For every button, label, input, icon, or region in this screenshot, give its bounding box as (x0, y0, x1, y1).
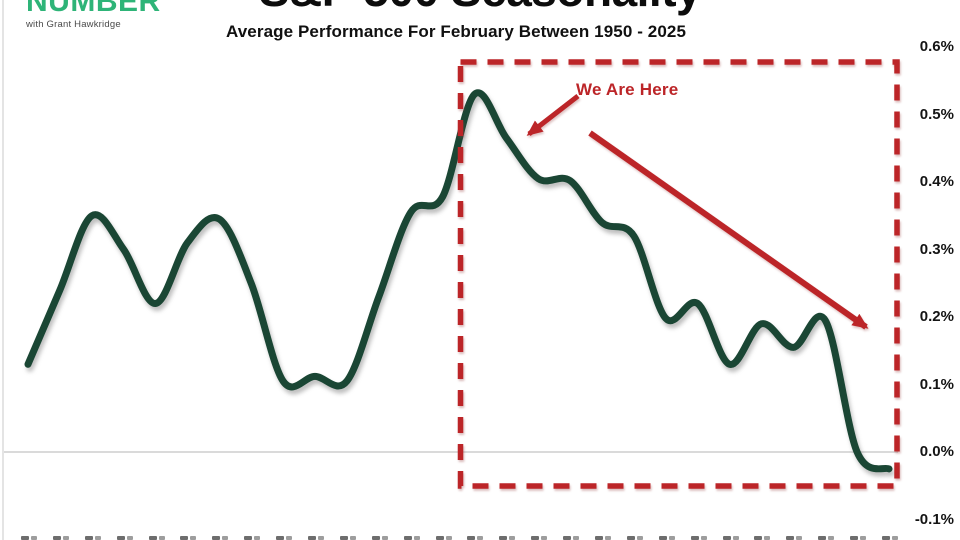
x-axis-cutoff-mark (499, 536, 508, 540)
x-axis-cutoff-mark (403, 536, 412, 540)
x-axis-cutoff-mark (690, 536, 699, 540)
x-axis-cutoff-mark (413, 536, 420, 540)
x-axis-cutoff-mark (882, 536, 891, 540)
we-are-here-label: We Are Here (576, 80, 679, 99)
brand-name: NUMBER (26, 0, 161, 18)
y-axis-tick-label: 0.4% (919, 173, 954, 190)
chart-subtitle: Average Performance For February Between… (226, 22, 686, 41)
x-axis-cutoff-mark (190, 536, 197, 540)
brand-tagline: with Grant Hawkridge (26, 19, 121, 30)
y-axis-tick-label: 0.5% (919, 105, 954, 123)
x-axis-cutoff-mark (860, 536, 867, 540)
x-axis-cutoff-mark (573, 536, 580, 540)
x-axis-cutoff-mark (563, 536, 572, 540)
x-axis-cutoff-mark (732, 536, 739, 540)
x-axis-cutoff-mark (605, 536, 612, 540)
x-axis-cutoff-mark (84, 536, 93, 540)
x-axis-cutoff-mark (308, 536, 316, 540)
x-axis-cutoff-mark (541, 536, 548, 540)
x-axis-cutoff-mark (339, 536, 348, 540)
brand-logo: NUMBER with Grant Hawkridge (26, 0, 246, 30)
x-axis-cutoff-mark (126, 536, 133, 540)
x-axis-cutoff-mark (828, 536, 835, 540)
x-axis-cutoff-mark (700, 536, 707, 540)
x-axis-cutoff-mark (477, 536, 484, 540)
x-axis-cutoff-mark (818, 536, 827, 540)
x-axis-cutoff-mark (148, 536, 157, 540)
x-axis-cutoff-mark (658, 536, 667, 540)
x-axis-cutoff-mark (21, 536, 29, 540)
x-axis-cutoff-mark (796, 536, 803, 540)
x-axis-cutoff-mark (467, 536, 476, 540)
y-axis-tick-label: 0.2% (919, 308, 954, 325)
x-axis-cutoff-mark (626, 536, 635, 540)
x-axis-cutoff-mark (722, 536, 731, 540)
x-axis-cutoff-mark (595, 536, 604, 540)
x-axis-cutoff-mark (52, 536, 61, 540)
x-axis-cutoff-mark (158, 536, 165, 540)
y-axis-tick-label: -0.1% (914, 510, 954, 528)
x-axis-cutoff-mark (850, 536, 859, 540)
x-axis-cutoff-mark (764, 536, 771, 540)
x-axis-cutoff-mark (531, 536, 540, 540)
page-title: S&P 500 Seasonality (0, 0, 960, 13)
x-axis-cutoff-mark (786, 536, 795, 540)
x-axis-cutoff-mark (371, 536, 380, 540)
x-axis-cutoff-mark (668, 536, 675, 540)
x-axis-cutoff-mark (180, 536, 189, 540)
y-axis-tick-label: 0.1% (919, 375, 954, 393)
downtrend-arrow (588, 130, 869, 330)
x-axis-cutoff-mark (445, 536, 452, 540)
x-axis-cutoff-mark (31, 536, 37, 540)
x-axis-cutoff-mark (509, 536, 516, 540)
x-axis-cutoff-mark (286, 536, 293, 540)
y-axis-tick-label: 0.6% (919, 38, 954, 55)
y-axis-tick-label: 0.3% (919, 240, 954, 258)
x-axis-cutoff-mark (116, 536, 125, 540)
we-are-here-arrow (526, 94, 580, 136)
x-axis-cutoff-mark (276, 536, 285, 540)
x-axis-cutoff-mark (212, 536, 221, 540)
x-axis-cutoff-mark (254, 536, 261, 540)
seasonality-line (24, 89, 893, 473)
highlight-region-box (457, 59, 900, 489)
x-axis-cutoff-mark (435, 536, 444, 540)
x-axis-cutoff-mark (244, 536, 253, 540)
x-axis-cutoff-mark (349, 536, 356, 540)
x-axis-cutoff-mark (754, 536, 763, 540)
left-axis-border (2, 0, 4, 540)
x-axis-cutoff-mark (381, 536, 388, 540)
x-axis-cutoff-mark (636, 536, 643, 540)
x-axis-cutoff-mark (222, 536, 229, 540)
x-axis-cutoff-mark (94, 536, 101, 540)
y-axis-tick-label: 0.0% (919, 443, 954, 460)
x-axis-cutoff-mark (892, 536, 899, 540)
x-axis-cutoff-mark (318, 536, 324, 540)
x-axis-cutoff-mark (62, 536, 69, 540)
